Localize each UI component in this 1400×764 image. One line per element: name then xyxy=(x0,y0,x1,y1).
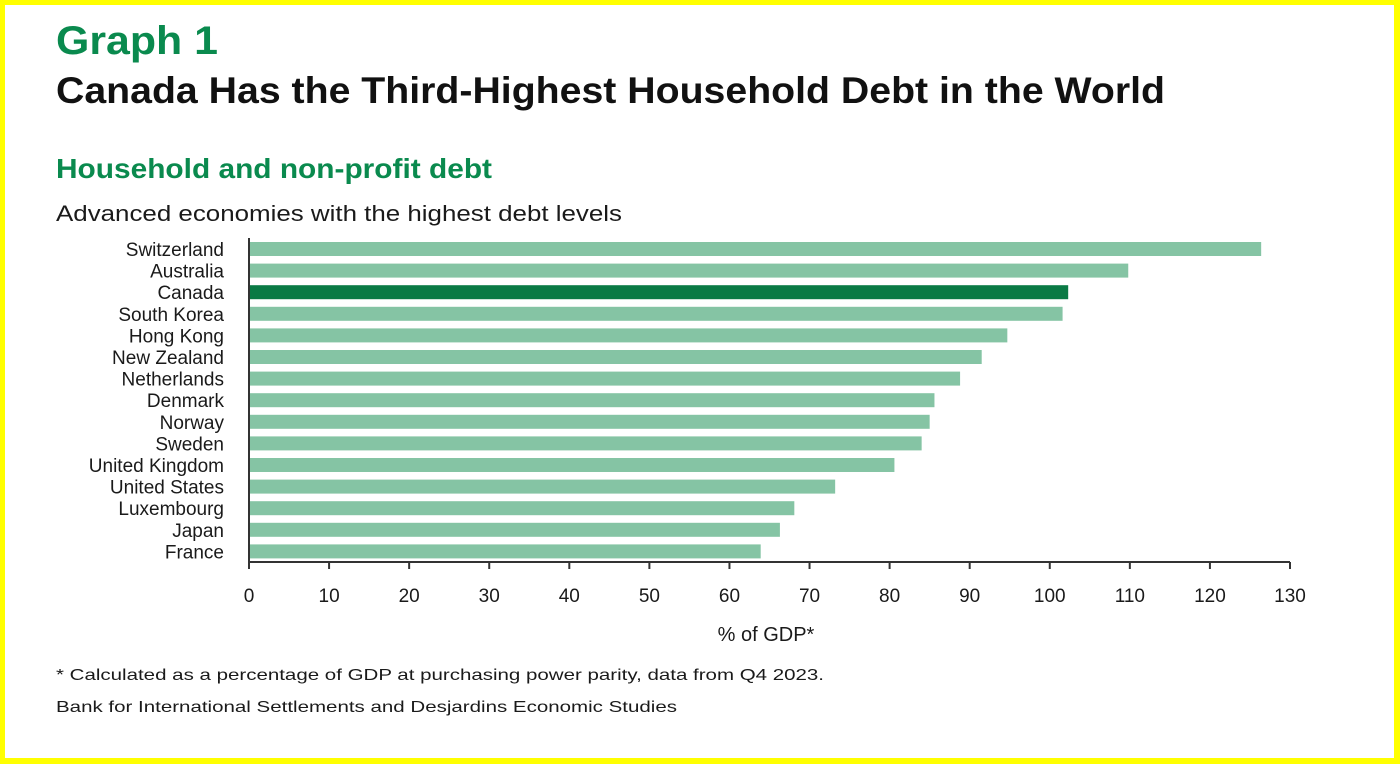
chart-title: Canada Has the Third-Highest Household D… xyxy=(56,70,1165,111)
category-label: Australia xyxy=(150,262,224,283)
bar-netherlands xyxy=(250,371,961,386)
chart-subtitle: Household and non-profit debt xyxy=(56,153,492,184)
category-label: Denmark xyxy=(147,391,225,412)
bar-new-zealand xyxy=(250,350,982,364)
bar-switzerland xyxy=(250,242,1262,256)
graph-label: Graph 1 xyxy=(56,19,218,63)
x-tick-label: 120 xyxy=(1194,586,1226,607)
bar-denmark xyxy=(250,393,935,408)
x-axis-ticks: 0 10 20 30 40 50 60 70 80 90 100 110 120 130 xyxy=(244,562,1306,607)
x-tick-label: 80 xyxy=(879,586,900,607)
category-label: Hong Kong xyxy=(129,326,224,347)
x-axis-label: % of GDP* xyxy=(718,624,815,646)
bar-sweden xyxy=(250,436,922,451)
x-tick-label: 10 xyxy=(319,586,340,607)
x-tick-label: 100 xyxy=(1034,586,1066,607)
bar-france xyxy=(250,544,761,559)
bar-norway xyxy=(250,414,930,429)
bar-south-korea xyxy=(250,306,1063,321)
x-tick-label: 110 xyxy=(1115,586,1145,607)
category-label: United Kingdom xyxy=(89,456,224,477)
bar-united-states xyxy=(250,479,836,494)
category-label: Japan xyxy=(172,521,224,542)
bars-group xyxy=(250,242,1262,559)
x-tick-label: 130 xyxy=(1274,586,1306,607)
footnote: * Calculated as a percentage of GDP at p… xyxy=(56,667,824,684)
category-label: New Zealand xyxy=(112,348,224,369)
category-label: Norway xyxy=(160,413,225,434)
x-tick-label: 40 xyxy=(559,586,580,607)
bar-australia xyxy=(250,263,1129,278)
category-label: United States xyxy=(110,478,224,499)
x-tick-label: 20 xyxy=(399,586,420,607)
category-label: Netherlands xyxy=(122,370,224,391)
x-tick-label: 50 xyxy=(639,586,660,607)
bar-united-kingdom xyxy=(250,458,895,472)
category-label: Sweden xyxy=(155,434,224,455)
bar-hong-kong xyxy=(250,328,1008,343)
category-label: Switzerland xyxy=(126,240,224,261)
x-tick-label: 90 xyxy=(959,586,980,607)
x-tick-label: 30 xyxy=(479,586,500,607)
x-tick-label: 60 xyxy=(719,586,740,607)
bar-canada xyxy=(250,285,1069,300)
bar-japan xyxy=(250,522,780,537)
source-note: Bank for International Settlements and D… xyxy=(56,699,677,716)
category-label: France xyxy=(165,542,224,563)
category-label: South Korea xyxy=(118,305,224,326)
x-tick-label: 0 xyxy=(244,586,255,607)
category-label: Canada xyxy=(157,283,224,304)
x-tick-label: 70 xyxy=(799,586,820,607)
category-label: Luxembourg xyxy=(118,499,224,520)
chart-description: Advanced economies with the highest debt… xyxy=(56,201,622,226)
bar-luxembourg xyxy=(250,501,795,516)
